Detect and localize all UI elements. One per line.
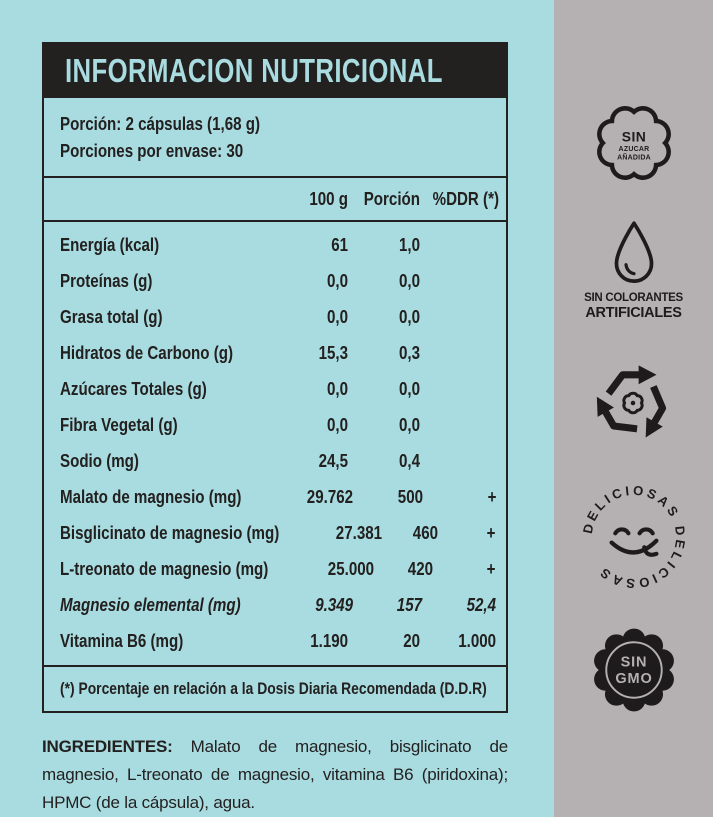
ddr-footnote-text: (*) Porcentaje en relación a la Dosis Di… bbox=[60, 679, 487, 698]
svg-text:DELICIOSAS DELICIOSAS: DELICIOSAS DELICIOSAS bbox=[580, 483, 688, 592]
column-header-100g: 100 g bbox=[309, 188, 348, 209]
no-artificial-colors-line1: SIN COLORANTES bbox=[584, 292, 683, 304]
ingredients-text: Malato de magnesio, bisglicinato de magn… bbox=[42, 737, 508, 812]
row-ddr: + bbox=[487, 522, 496, 543]
row-portion: 0,4 bbox=[398, 450, 420, 471]
table-row: Bisglicinato de magnesio (mg) 27.381 460… bbox=[44, 515, 506, 551]
row-label: Fibra Vegetal (g) bbox=[60, 414, 178, 435]
serving-info: Porción: 2 cápsulas (1,68 g) Porciones p… bbox=[44, 98, 506, 178]
droplet-icon bbox=[614, 221, 653, 284]
table-title-bar: INFORMACION NUTRICIONAL bbox=[44, 44, 506, 98]
ingredients-paragraph: INGREDIENTES: Malato de magnesio, bisgli… bbox=[42, 733, 508, 817]
table-row: Proteínas (g) 0,0 0,0 bbox=[44, 263, 506, 299]
no-added-sugar-line2: AZUCAR bbox=[619, 146, 650, 153]
row-label: Sodio (mg) bbox=[60, 450, 139, 471]
flower-seal-icon: SIN AZUCAR AÑADIDA bbox=[597, 106, 671, 180]
row-portion: 0,0 bbox=[398, 378, 420, 399]
row-portion: 0,0 bbox=[398, 414, 420, 435]
row-portion: 20 bbox=[403, 630, 420, 651]
row-label: Energía (kcal) bbox=[60, 234, 160, 255]
no-artificial-colors-line2: ARTIFICIALES bbox=[585, 305, 682, 321]
no-added-sugar-line1: SIN bbox=[622, 128, 646, 144]
table-row: Grasa total (g) 0,0 0,0 bbox=[44, 299, 506, 335]
table-row: Fibra Vegetal (g) 0,0 0,0 bbox=[44, 407, 506, 443]
row-label: Azúcares Totales (g) bbox=[60, 378, 207, 399]
table-row: Vitamina B6 (mg) 1.190 20 1.000 bbox=[44, 623, 506, 659]
no-added-sugar-line3: AÑADIDA bbox=[617, 152, 651, 161]
table-row-elemental-magnesium: Magnesio elemental (mg) 9.349 157 52,4 bbox=[44, 587, 506, 623]
claims-side-panel: SIN AZUCAR AÑADIDA SIN COLORANTES ARTIFI… bbox=[554, 0, 713, 817]
delicious-circular-text: DELICIOSAS DELICIOSAS bbox=[580, 483, 685, 592]
row-per100: 0,0 bbox=[326, 306, 348, 327]
row-portion: 420 bbox=[408, 558, 434, 579]
nutrition-facts-table: INFORMACION NUTRICIONAL Porción: 2 cápsu… bbox=[42, 42, 508, 713]
row-per100: 1.190 bbox=[310, 630, 348, 651]
table-row: Azúcares Totales (g) 0,0 0,0 bbox=[44, 371, 506, 407]
row-label: Proteínas (g) bbox=[60, 270, 153, 291]
row-portion: 500 bbox=[397, 486, 423, 507]
row-portion: 0,0 bbox=[398, 270, 420, 291]
table-row: L-treonato de magnesio (mg) 25.000 420 + bbox=[44, 551, 506, 587]
table-row: Energía (kcal) 61 1,0 bbox=[44, 227, 506, 263]
servings-per-container: Porciones por envase: 30 bbox=[60, 141, 244, 161]
row-per100: 27.381 bbox=[336, 522, 383, 543]
row-per100: 61 bbox=[331, 234, 348, 255]
row-per100: 29.762 bbox=[306, 486, 354, 507]
no-gmo-line1: SIN bbox=[621, 654, 648, 670]
row-portion: 0,3 bbox=[398, 342, 420, 363]
row-per100: 0,0 bbox=[326, 270, 348, 291]
row-label: Vitamina B6 (mg) bbox=[60, 630, 184, 651]
row-per100: 25.000 bbox=[327, 558, 374, 579]
no-gmo-badge: SIN GMO bbox=[590, 626, 678, 714]
recyclable-badge bbox=[586, 356, 680, 450]
row-ddr: + bbox=[487, 558, 496, 579]
no-artificial-colors-badge: SIN COLORANTES ARTIFICIALES bbox=[554, 219, 713, 321]
no-added-sugar-badge: SIN AZUCAR AÑADIDA bbox=[593, 102, 675, 184]
gmo-seal-icon: SIN GMO bbox=[594, 628, 674, 712]
row-portion: 157 bbox=[397, 594, 423, 615]
row-per100: 24,5 bbox=[318, 450, 348, 471]
no-gmo-line2: GMO bbox=[615, 671, 652, 687]
row-per100: 0,0 bbox=[326, 378, 348, 399]
row-ddr: 52,4 bbox=[466, 594, 497, 615]
row-per100: 15,3 bbox=[318, 342, 348, 363]
column-headers: 100 g Porción %DDR (*) bbox=[44, 178, 506, 222]
table-row: Malato de magnesio (mg) 29.762 500 + bbox=[44, 479, 506, 515]
table-row: Sodio (mg) 24,5 0,4 bbox=[44, 443, 506, 479]
ddr-footnote: (*) Porcentaje en relación a la Dosis Di… bbox=[44, 665, 506, 711]
column-header-portion: Porción bbox=[363, 188, 420, 209]
table-row: Hidratos de Carbono (g) 15,3 0,3 bbox=[44, 335, 506, 371]
recycle-icon bbox=[596, 365, 667, 438]
row-label: L-treonato de magnesio (mg) bbox=[60, 558, 269, 579]
row-label: Malato de magnesio (mg) bbox=[60, 486, 242, 507]
row-per100: 0,0 bbox=[326, 414, 348, 435]
flower-center-icon bbox=[622, 391, 644, 415]
row-ddr: 1.000 bbox=[458, 630, 496, 651]
row-per100: 9.349 bbox=[314, 594, 353, 615]
table-body: Energía (kcal) 61 1,0 Proteínas (g) 0,0 … bbox=[44, 222, 506, 665]
row-label: Hidratos de Carbono (g) bbox=[60, 342, 234, 363]
serving-size: Porción: 2 cápsulas (1,68 g) bbox=[60, 114, 260, 134]
row-label: Magnesio elemental (mg) bbox=[60, 594, 241, 615]
ingredients-heading: INGREDIENTES: bbox=[42, 737, 173, 756]
delicious-badge: DELICIOSAS DELICIOSAS bbox=[578, 481, 690, 593]
yummy-face-icon: DELICIOSAS DELICIOSAS bbox=[580, 483, 688, 592]
row-portion: 1,0 bbox=[398, 234, 420, 255]
row-ddr: + bbox=[487, 486, 497, 507]
table-title: INFORMACION NUTRICIONAL bbox=[65, 52, 443, 89]
row-portion: 460 bbox=[412, 522, 438, 543]
column-header-ddr: %DDR (*) bbox=[432, 188, 499, 209]
row-portion: 0,0 bbox=[398, 306, 420, 327]
row-label: Grasa total (g) bbox=[60, 306, 163, 327]
row-label: Bisglicinato de magnesio (mg) bbox=[60, 522, 280, 543]
